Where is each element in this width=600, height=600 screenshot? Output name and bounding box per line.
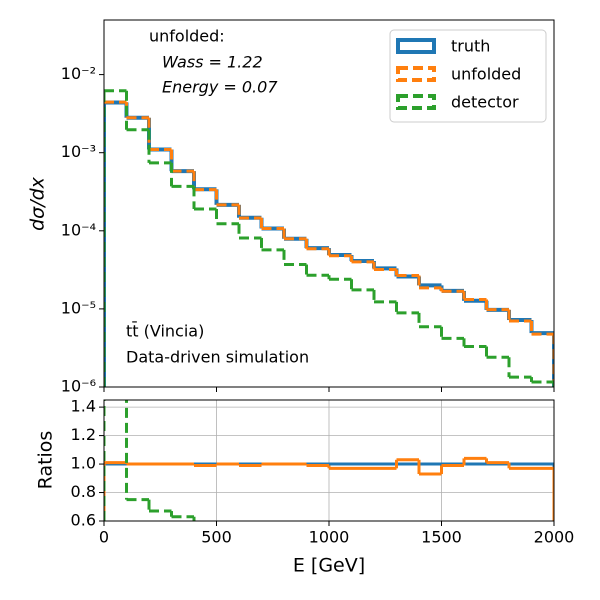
annotation: Wass = 1.22 <box>162 53 263 72</box>
y-tick-label: 10⁻⁴ <box>61 220 96 239</box>
y-tick-label: 10⁻⁵ <box>61 298 96 317</box>
x-tick-label: 2000 <box>534 528 575 547</box>
annotation: unfolded: <box>149 27 225 46</box>
x-tick-label: 500 <box>201 528 232 547</box>
plot-area <box>104 400 554 521</box>
legend-swatch <box>396 94 436 110</box>
label: tt̄ (Vincia) <box>126 322 204 341</box>
x-tick-label: 1500 <box>421 528 462 547</box>
x-tick-label: 1000 <box>309 528 350 547</box>
y-tick-label: 1.2 <box>71 425 96 444</box>
legend-swatch <box>396 66 436 82</box>
y-axis-label: Ratios <box>35 431 57 490</box>
x-tick-label: 0 <box>99 528 109 547</box>
y-axis-label: dσ/dx <box>27 176 49 231</box>
plot-area <box>104 89 554 387</box>
legend-swatch <box>396 38 436 54</box>
legend-label: detector <box>451 93 519 112</box>
y-tick-label: 10⁻⁶ <box>61 377 96 396</box>
y-tick-label: 0.8 <box>71 482 96 501</box>
y-tick-label: 10⁻³ <box>61 142 96 161</box>
y-tick-label: 0.6 <box>71 511 96 530</box>
label: Data-driven simulation <box>126 348 309 367</box>
x-axis-label: E [GeV] <box>293 555 365 577</box>
legend-label: unfolded <box>451 65 521 84</box>
y-tick-label: 1.4 <box>71 397 96 416</box>
legend-label: truth <box>451 37 490 56</box>
y-tick-label: 10⁻² <box>61 64 96 83</box>
annotation: Energy = 0.07 <box>162 78 278 97</box>
y-tick-label: 1.0 <box>71 454 96 473</box>
